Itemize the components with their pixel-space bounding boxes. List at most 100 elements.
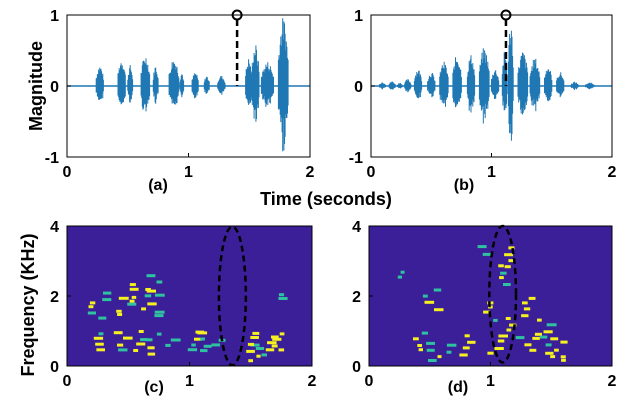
waveform-burst	[529, 58, 541, 112]
spectral-bin	[170, 338, 181, 342]
spectral-bin	[203, 344, 212, 348]
spectral-energy	[247, 342, 265, 363]
spectral-bin	[154, 310, 165, 314]
y-tick-label: 0	[50, 79, 59, 96]
waveform-burst	[507, 30, 514, 141]
spectral-bin	[98, 316, 107, 320]
spectral-bin	[147, 302, 157, 306]
spectral-bin	[426, 341, 435, 345]
panel-b: 0 1 2-101(b)	[349, 8, 617, 194]
waveform-path	[570, 81, 579, 90]
spectral-bin	[146, 289, 156, 293]
y-tick-label: 2	[50, 289, 59, 306]
waveform-path	[397, 83, 403, 89]
spectral-energy	[271, 332, 285, 352]
spectral-bin	[560, 340, 568, 344]
x-tick-label: 1	[486, 373, 495, 390]
x-tick-label: 2	[608, 373, 617, 390]
spectral-energy	[554, 340, 568, 362]
spectral-bin	[156, 332, 162, 336]
y-tick-label: 1	[50, 8, 59, 25]
waveform-burst	[217, 76, 226, 95]
y-axis-label-frequency: Frequency (KHz)	[18, 233, 38, 376]
x-tick-label: 2	[308, 373, 317, 390]
waveform-burst	[570, 81, 579, 90]
waveform-burst	[140, 58, 151, 112]
spectral-energy	[165, 338, 181, 347]
spectral-bin	[498, 264, 504, 268]
waveform-burst	[251, 45, 260, 122]
spectral-bin	[103, 291, 112, 295]
waveform-burst	[152, 67, 159, 104]
spectral-bin	[437, 355, 442, 359]
spectral-bin	[497, 339, 505, 343]
spectral-energy	[87, 301, 107, 320]
spectral-bin	[433, 288, 442, 292]
y-tick-label: -1	[45, 150, 59, 167]
spectral-bin	[550, 355, 556, 359]
spectral-energy	[146, 332, 162, 356]
spectral-bin	[543, 330, 553, 334]
spectral-energy	[446, 343, 457, 354]
spectral-bin	[532, 336, 540, 340]
y-tick-label: 4	[50, 219, 59, 236]
spectral-bin	[550, 337, 559, 341]
spectral-bin	[102, 298, 112, 302]
waveform-path	[439, 61, 449, 107]
waveform-path	[478, 48, 490, 124]
spectral-bin	[477, 245, 487, 249]
spectral-bin	[131, 295, 137, 299]
spectral-energy	[505, 317, 525, 340]
x-tick-label: 1	[487, 164, 496, 181]
spectral-energy	[133, 330, 148, 352]
spectral-bin	[146, 274, 156, 278]
spectral-bin	[145, 288, 151, 291]
waveform-burst	[404, 79, 412, 93]
spectral-bin	[248, 359, 253, 363]
spectral-bin	[508, 259, 514, 263]
spectral-energy	[154, 310, 165, 318]
spectral-bin	[195, 330, 205, 334]
waveform-burst	[544, 69, 553, 102]
spectral-bin	[500, 271, 507, 275]
spectral-bin	[165, 343, 171, 347]
waveform-path	[585, 82, 595, 90]
highlight-ellipse	[217, 225, 248, 367]
x-tick-label: 0	[63, 373, 72, 390]
waveform-path	[378, 82, 386, 90]
spectral-bin	[426, 348, 435, 352]
spectral-bin	[146, 338, 153, 342]
y-tick-label: 2	[352, 289, 361, 306]
waveform-path	[260, 62, 274, 107]
spectral-bin	[521, 314, 529, 318]
spectral-bin	[498, 334, 508, 338]
waveform-path	[404, 79, 412, 93]
spectral-bin	[89, 301, 96, 305]
waveform-path	[168, 62, 180, 105]
x-tick-label: 2	[306, 164, 315, 181]
waveform-path	[140, 58, 151, 112]
spectral-bin	[483, 310, 490, 314]
spectral-bin	[524, 343, 532, 347]
spectral-bin	[113, 331, 123, 335]
spectral-bin	[504, 265, 511, 269]
waveform-path	[203, 76, 210, 94]
spectral-bin	[508, 246, 515, 250]
spectral-energy	[477, 245, 491, 256]
waveform-path	[117, 63, 126, 105]
waveform-path	[529, 58, 541, 112]
spectral-bin	[515, 336, 525, 340]
spectral-bin	[147, 346, 155, 350]
spectral-bin	[554, 348, 559, 352]
spectral-energy	[93, 332, 105, 352]
spectral-bin	[272, 337, 282, 341]
spectral-bin	[523, 307, 531, 311]
waveform-path	[466, 55, 476, 113]
waveform-path	[245, 59, 253, 105]
spectral-bin	[95, 342, 104, 346]
x-axis-label-time: Time (seconds)	[260, 189, 392, 209]
spectral-energy	[278, 293, 288, 300]
spectral-bin	[200, 349, 208, 353]
waveform-path	[452, 57, 462, 108]
spectral-bin	[494, 347, 504, 350]
